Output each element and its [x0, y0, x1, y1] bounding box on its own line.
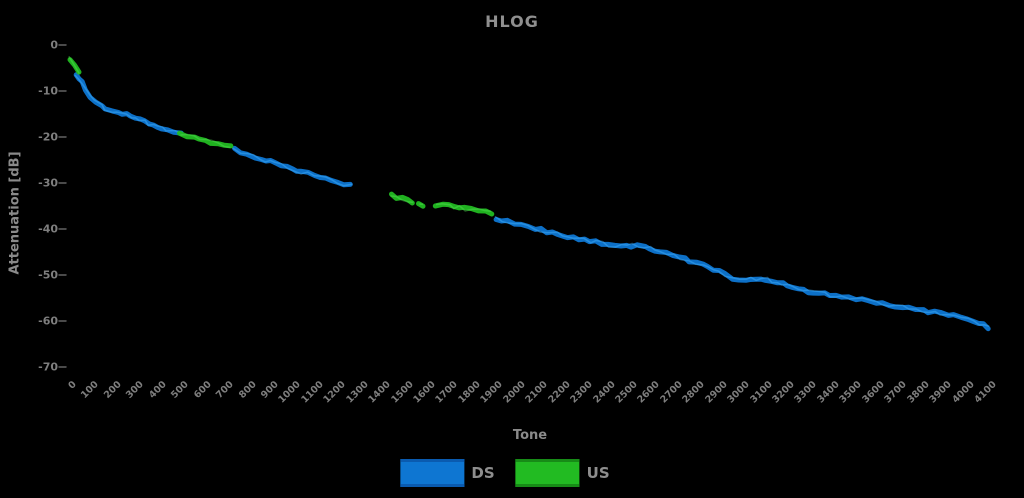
x-axis-label: Tone	[513, 428, 547, 443]
legend-swatch-us	[516, 459, 580, 487]
chart-canvas	[0, 0, 1024, 498]
legend-swatch-ds	[400, 459, 464, 487]
legend-label-ds: DS	[471, 464, 494, 482]
hlog-chart: HLOG Attenuation [dB] 0-10-20-30-40-50-6…	[0, 0, 1024, 498]
legend: DS US	[400, 459, 623, 487]
legend-label-us: US	[587, 464, 610, 482]
